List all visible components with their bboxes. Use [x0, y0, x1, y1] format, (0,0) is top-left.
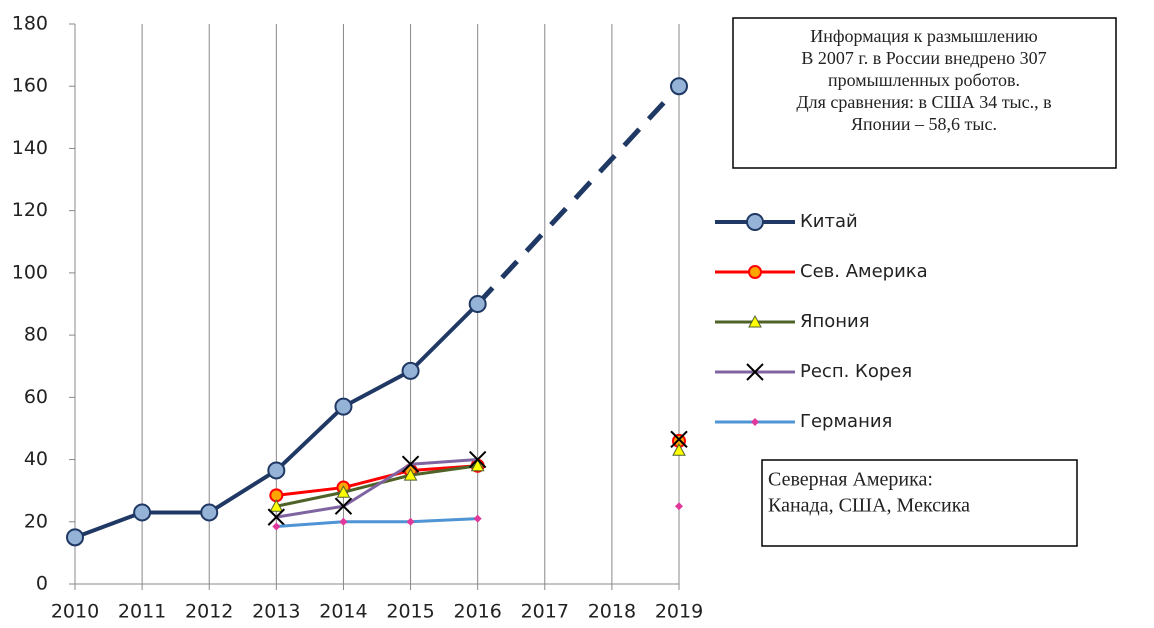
annotation-text: В 2007 г. в России внедрено 307 — [801, 48, 1046, 68]
y-tick-label: 60 — [24, 386, 48, 408]
marker — [748, 314, 762, 328]
y-tick-label: 180 — [12, 13, 48, 35]
x-tick-label: 2014 — [319, 601, 367, 623]
marker — [470, 458, 485, 472]
marker — [269, 499, 284, 512]
line — [276, 458, 478, 519]
x-tick-label: 2010 — [51, 601, 99, 623]
x-tick-label: 2018 — [588, 601, 636, 623]
x-tick-label: 2011 — [118, 601, 166, 623]
annotation-text: Японии – 58,6 тыс. — [851, 114, 997, 134]
marker — [748, 265, 762, 279]
legend-label: Германия — [800, 411, 892, 432]
marker — [336, 485, 351, 498]
forecast-line — [475, 84, 681, 306]
marker — [200, 503, 219, 522]
marker — [473, 514, 482, 523]
y-tick-label: 0 — [36, 573, 48, 595]
annotation-box — [732, 17, 1117, 169]
legend-label: Китай — [800, 211, 858, 232]
marker — [339, 517, 348, 526]
marker — [334, 397, 353, 416]
marker — [133, 503, 152, 522]
marker — [675, 502, 683, 511]
marker — [406, 517, 415, 526]
marker — [672, 443, 686, 456]
annotation-box — [761, 459, 1078, 547]
marker — [746, 213, 764, 231]
marker — [66, 528, 84, 547]
marker — [267, 461, 286, 480]
x-tick-label: 2012 — [185, 601, 233, 623]
y-tick-label: 100 — [12, 261, 48, 283]
line — [276, 517, 478, 528]
marker — [401, 455, 420, 473]
marker — [468, 295, 487, 313]
legend-label: Япония — [800, 311, 870, 332]
annotation-text: Информация к размышлению — [810, 26, 1037, 46]
legend-label: Сев. Америка — [800, 261, 928, 282]
marker — [751, 418, 759, 426]
x-tick-label: 2013 — [252, 601, 300, 623]
annotation-text: Канада, США, Мексика — [768, 495, 970, 517]
y-tick-label: 20 — [24, 510, 48, 532]
legend-label: Респ. Корея — [800, 361, 912, 382]
y-tick-label: 80 — [24, 324, 48, 346]
line — [276, 464, 478, 497]
x-tick-label: 2015 — [386, 601, 434, 623]
marker — [670, 77, 688, 96]
marker — [746, 363, 764, 381]
marker — [267, 508, 286, 526]
y-tick-label: 40 — [24, 448, 48, 470]
marker — [670, 430, 688, 449]
y-tick-label: 140 — [12, 137, 48, 159]
y-tick-label: 160 — [12, 75, 48, 97]
marker — [334, 497, 353, 515]
x-tick-label: 2016 — [453, 601, 501, 623]
marker — [401, 361, 420, 380]
marker — [403, 468, 418, 481]
marker — [468, 450, 487, 469]
annotation-text: Для сравнения: в США 34 тыс., в — [796, 92, 1051, 112]
x-tick-label: 2017 — [521, 601, 569, 623]
annotation-text: промышленных роботов. — [828, 70, 1020, 90]
x-tick-label: 2019 — [655, 601, 703, 623]
y-tick-label: 120 — [12, 199, 48, 221]
marker — [272, 522, 281, 531]
annotation-text: Северная Америка: — [768, 469, 933, 491]
